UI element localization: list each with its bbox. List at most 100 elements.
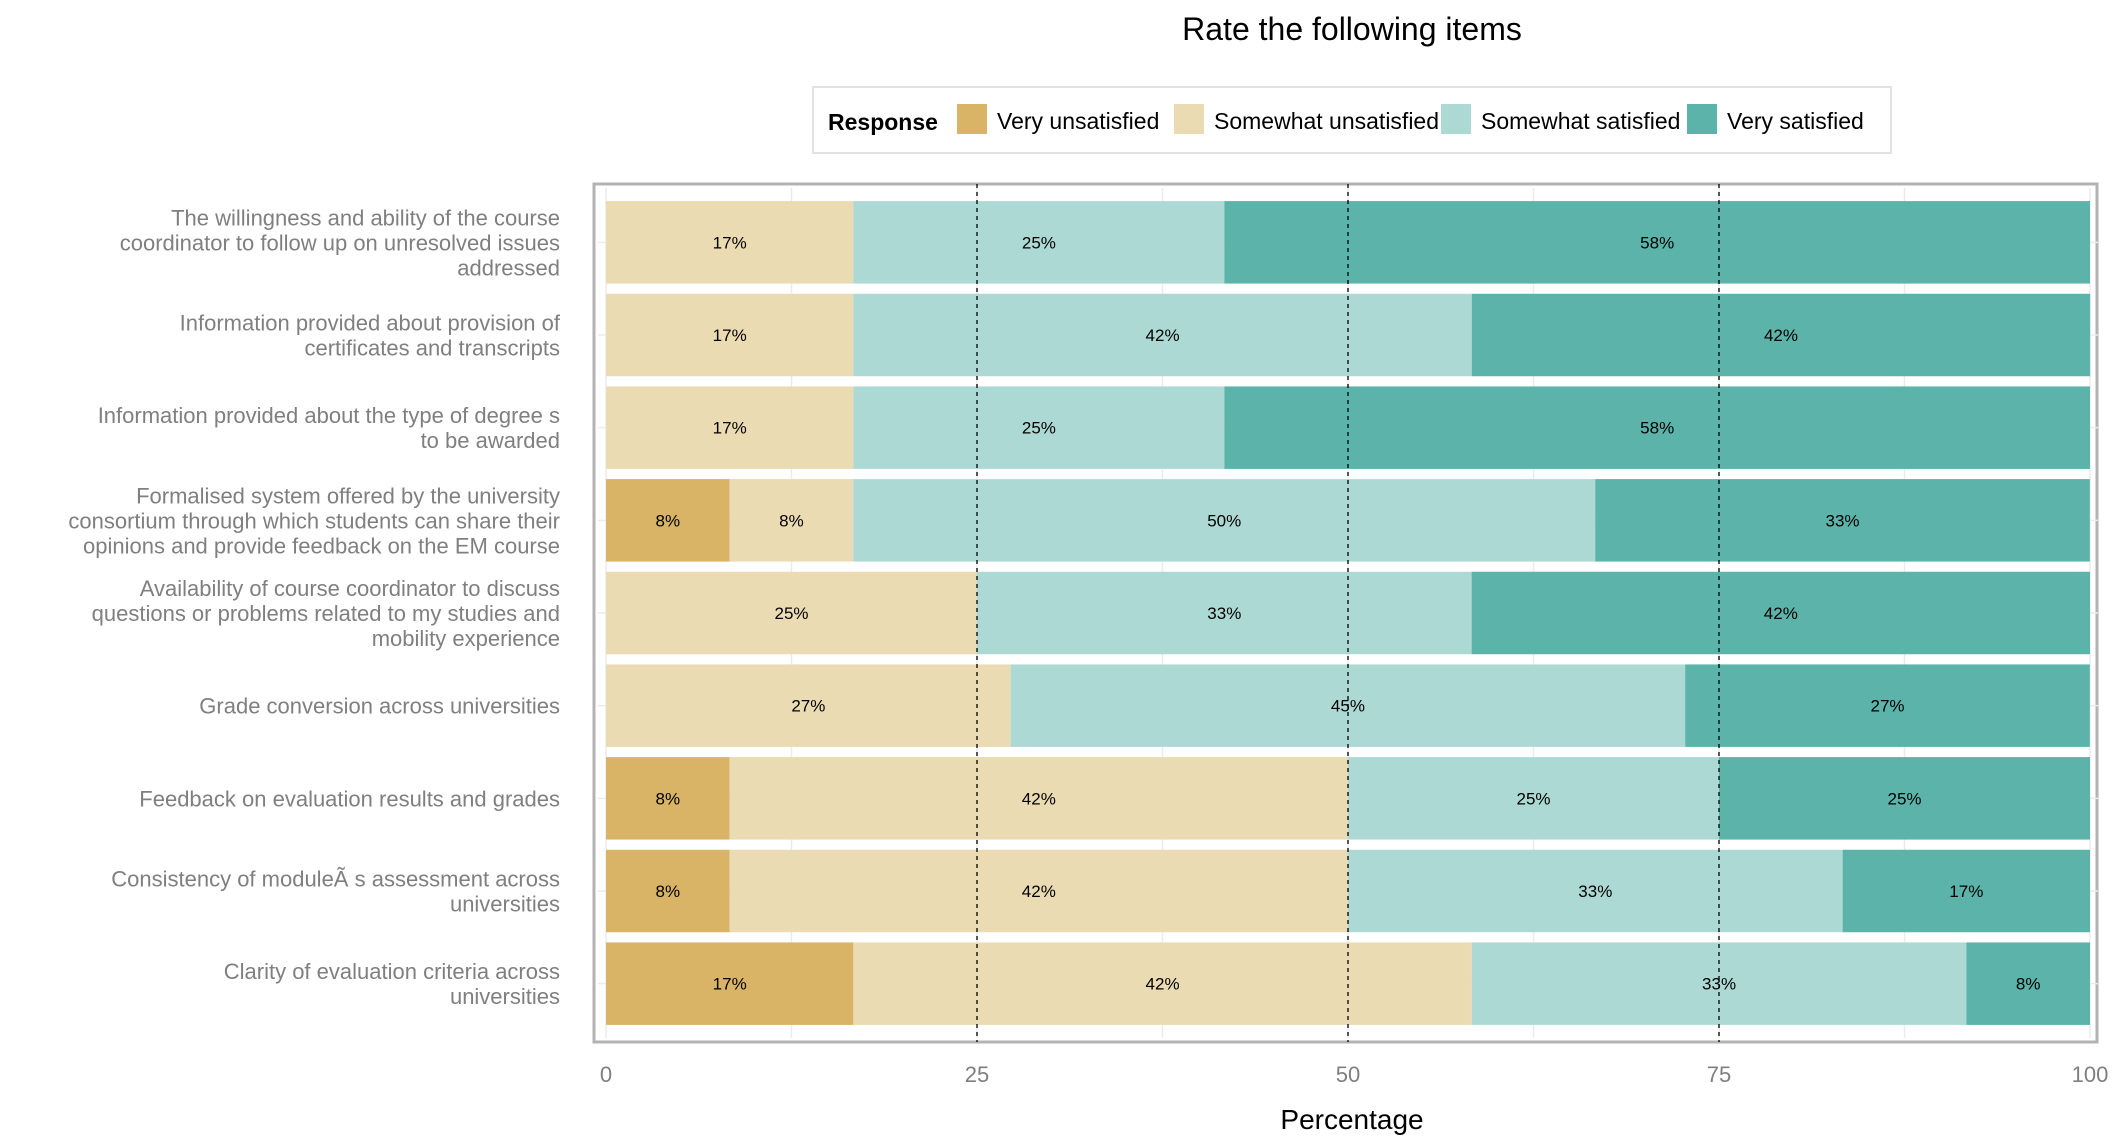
bar-segment	[606, 201, 854, 284]
bar-value-label: 50%	[1207, 511, 1241, 530]
category-label-line: mobility experience	[372, 626, 560, 651]
bar-segment	[606, 479, 730, 562]
category-label-line: to be awarded	[421, 428, 560, 453]
bar-value-label: 8%	[779, 511, 804, 530]
x-tick-label: 75	[1707, 1062, 1731, 1087]
bar-segment	[1471, 571, 2090, 655]
category-label: Grade conversion across universities	[199, 694, 560, 719]
category-label: Information provided about the type of d…	[98, 403, 560, 453]
legend-swatch	[1687, 104, 1717, 134]
bar-segment	[853, 386, 1225, 469]
bar-segment	[606, 571, 977, 655]
bar-value-label: 42%	[1022, 789, 1056, 808]
category-label-line: Information provided about the type of d…	[98, 403, 560, 428]
category-label-line: Consistency of moduleÃ s assessment acro…	[111, 867, 560, 892]
bar-segment	[1719, 757, 2090, 840]
bar-segment	[1966, 942, 2090, 1025]
bar-labels: 17% 25% 58% 17% 42% 42% 17% 25% 58% 8% 8% 50% 33% 25%…	[656, 233, 2041, 993]
bar-value-label: 58%	[1640, 233, 1674, 252]
bar-segment	[606, 664, 1011, 747]
bar-segment	[729, 757, 1348, 840]
category-label-line: Grade conversion across universities	[199, 694, 560, 719]
bar-segment	[606, 849, 730, 933]
bar-value-label: 42%	[1146, 326, 1180, 345]
category-label-line: The willingness and ability of the cours…	[171, 205, 560, 230]
x-tick-label: 50	[1336, 1062, 1360, 1087]
bar-segment	[606, 293, 854, 377]
category-label: Information provided about provision of c…	[180, 311, 561, 361]
bars	[606, 201, 2091, 1025]
category-label-line: questions or problems related to my stud…	[92, 601, 560, 626]
bar-segment	[853, 942, 1472, 1025]
bar-value-label: 33%	[1578, 882, 1612, 901]
category-label: Feedback on evaluation results and grade…	[139, 786, 560, 811]
bar-value-label: 42%	[1022, 882, 1056, 901]
bar-value-label: 8%	[2016, 975, 2041, 994]
category-labels: The willingness and ability of the cours…	[68, 205, 560, 1009]
category-label-line: Feedback on evaluation results and grade…	[139, 786, 560, 811]
category-label: Availability of course coordinator to di…	[92, 576, 560, 651]
category-label: Consistency of moduleÃ s assessment acro…	[111, 867, 560, 917]
category-label-line: certificates and transcripts	[304, 336, 560, 361]
bar-value-label: 17%	[713, 326, 747, 345]
bar-segment	[853, 293, 1472, 377]
bar-segment	[977, 571, 1472, 655]
x-axis-title: Percentage	[1280, 1104, 1423, 1135]
bar-segment	[606, 942, 854, 1025]
bar-value-label: 25%	[1887, 789, 1921, 808]
legend-swatch	[957, 104, 987, 134]
category-label-line: consortium through which students can sh…	[68, 508, 560, 533]
bar-segment	[1224, 386, 2090, 469]
bar-segment	[1685, 664, 2090, 747]
category-label-line: universities	[450, 892, 560, 917]
x-tick-label: 0	[600, 1062, 612, 1087]
category-label-line: Information provided about provision of	[180, 311, 561, 336]
bar-segment	[729, 849, 1348, 933]
bar-segment	[1348, 849, 1843, 933]
bar-segment	[1348, 757, 1719, 840]
category-label-line: coordinator to follow up on unresolved i…	[120, 230, 560, 255]
x-tick-label: 25	[965, 1062, 989, 1087]
legend-label: Very unsatisfied	[997, 108, 1159, 134]
bar-value-label: 58%	[1640, 419, 1674, 438]
bar-value-label: 33%	[1207, 604, 1241, 623]
bar-value-label: 25%	[1022, 419, 1056, 438]
x-axis-ticks: 0 25 50 75 100	[600, 1062, 2108, 1087]
bar-segment	[1471, 293, 2091, 377]
category-label-line: Formalised system offered by the univers…	[136, 483, 560, 508]
bar-value-label: 25%	[1022, 233, 1056, 252]
bar-segment	[1224, 201, 2090, 284]
bar-value-label: 17%	[713, 233, 747, 252]
category-label-line: addressed	[457, 255, 560, 280]
category-label: The willingness and ability of the cours…	[120, 205, 560, 280]
category-label: Formalised system offered by the univers…	[68, 483, 560, 558]
category-label: Clarity of evaluation criteria across uni…	[224, 959, 560, 1009]
bar-value-label: 42%	[1764, 326, 1798, 345]
bar-segment	[853, 201, 1225, 284]
bar-value-label: 25%	[1516, 789, 1550, 808]
bar-value-label: 17%	[713, 419, 747, 438]
category-label-line: opinions and provide feedback on the EM …	[83, 533, 560, 558]
legend-label: Somewhat unsatisfied	[1214, 108, 1439, 134]
bar-value-label: 17%	[1949, 882, 1983, 901]
bar-segment	[1595, 479, 2090, 562]
legend-label: Very satisfied	[1727, 108, 1864, 134]
bar-segment	[606, 757, 730, 840]
legend-label: Somewhat satisfied	[1481, 108, 1680, 134]
bar-value-label: 8%	[656, 511, 681, 530]
bar-value-label: 42%	[1146, 975, 1180, 994]
bar-value-label: 27%	[1870, 697, 1904, 716]
bar-segment	[1842, 849, 2090, 933]
legend: Response Very unsatisfied Somewhat unsati…	[812, 86, 1892, 154]
bar-value-label: 25%	[774, 604, 808, 623]
bar-value-label: 27%	[791, 697, 825, 716]
category-label-line: Clarity of evaluation criteria across	[224, 959, 560, 984]
chart-title: Rate the following items	[1182, 11, 1522, 47]
bar-segment	[729, 479, 854, 562]
category-label-line: universities	[450, 984, 560, 1009]
bar-value-label: 8%	[656, 789, 681, 808]
bar-value-label: 33%	[1826, 511, 1860, 530]
legend-swatch	[1174, 104, 1204, 134]
x-tick-label: 100	[2072, 1062, 2109, 1087]
